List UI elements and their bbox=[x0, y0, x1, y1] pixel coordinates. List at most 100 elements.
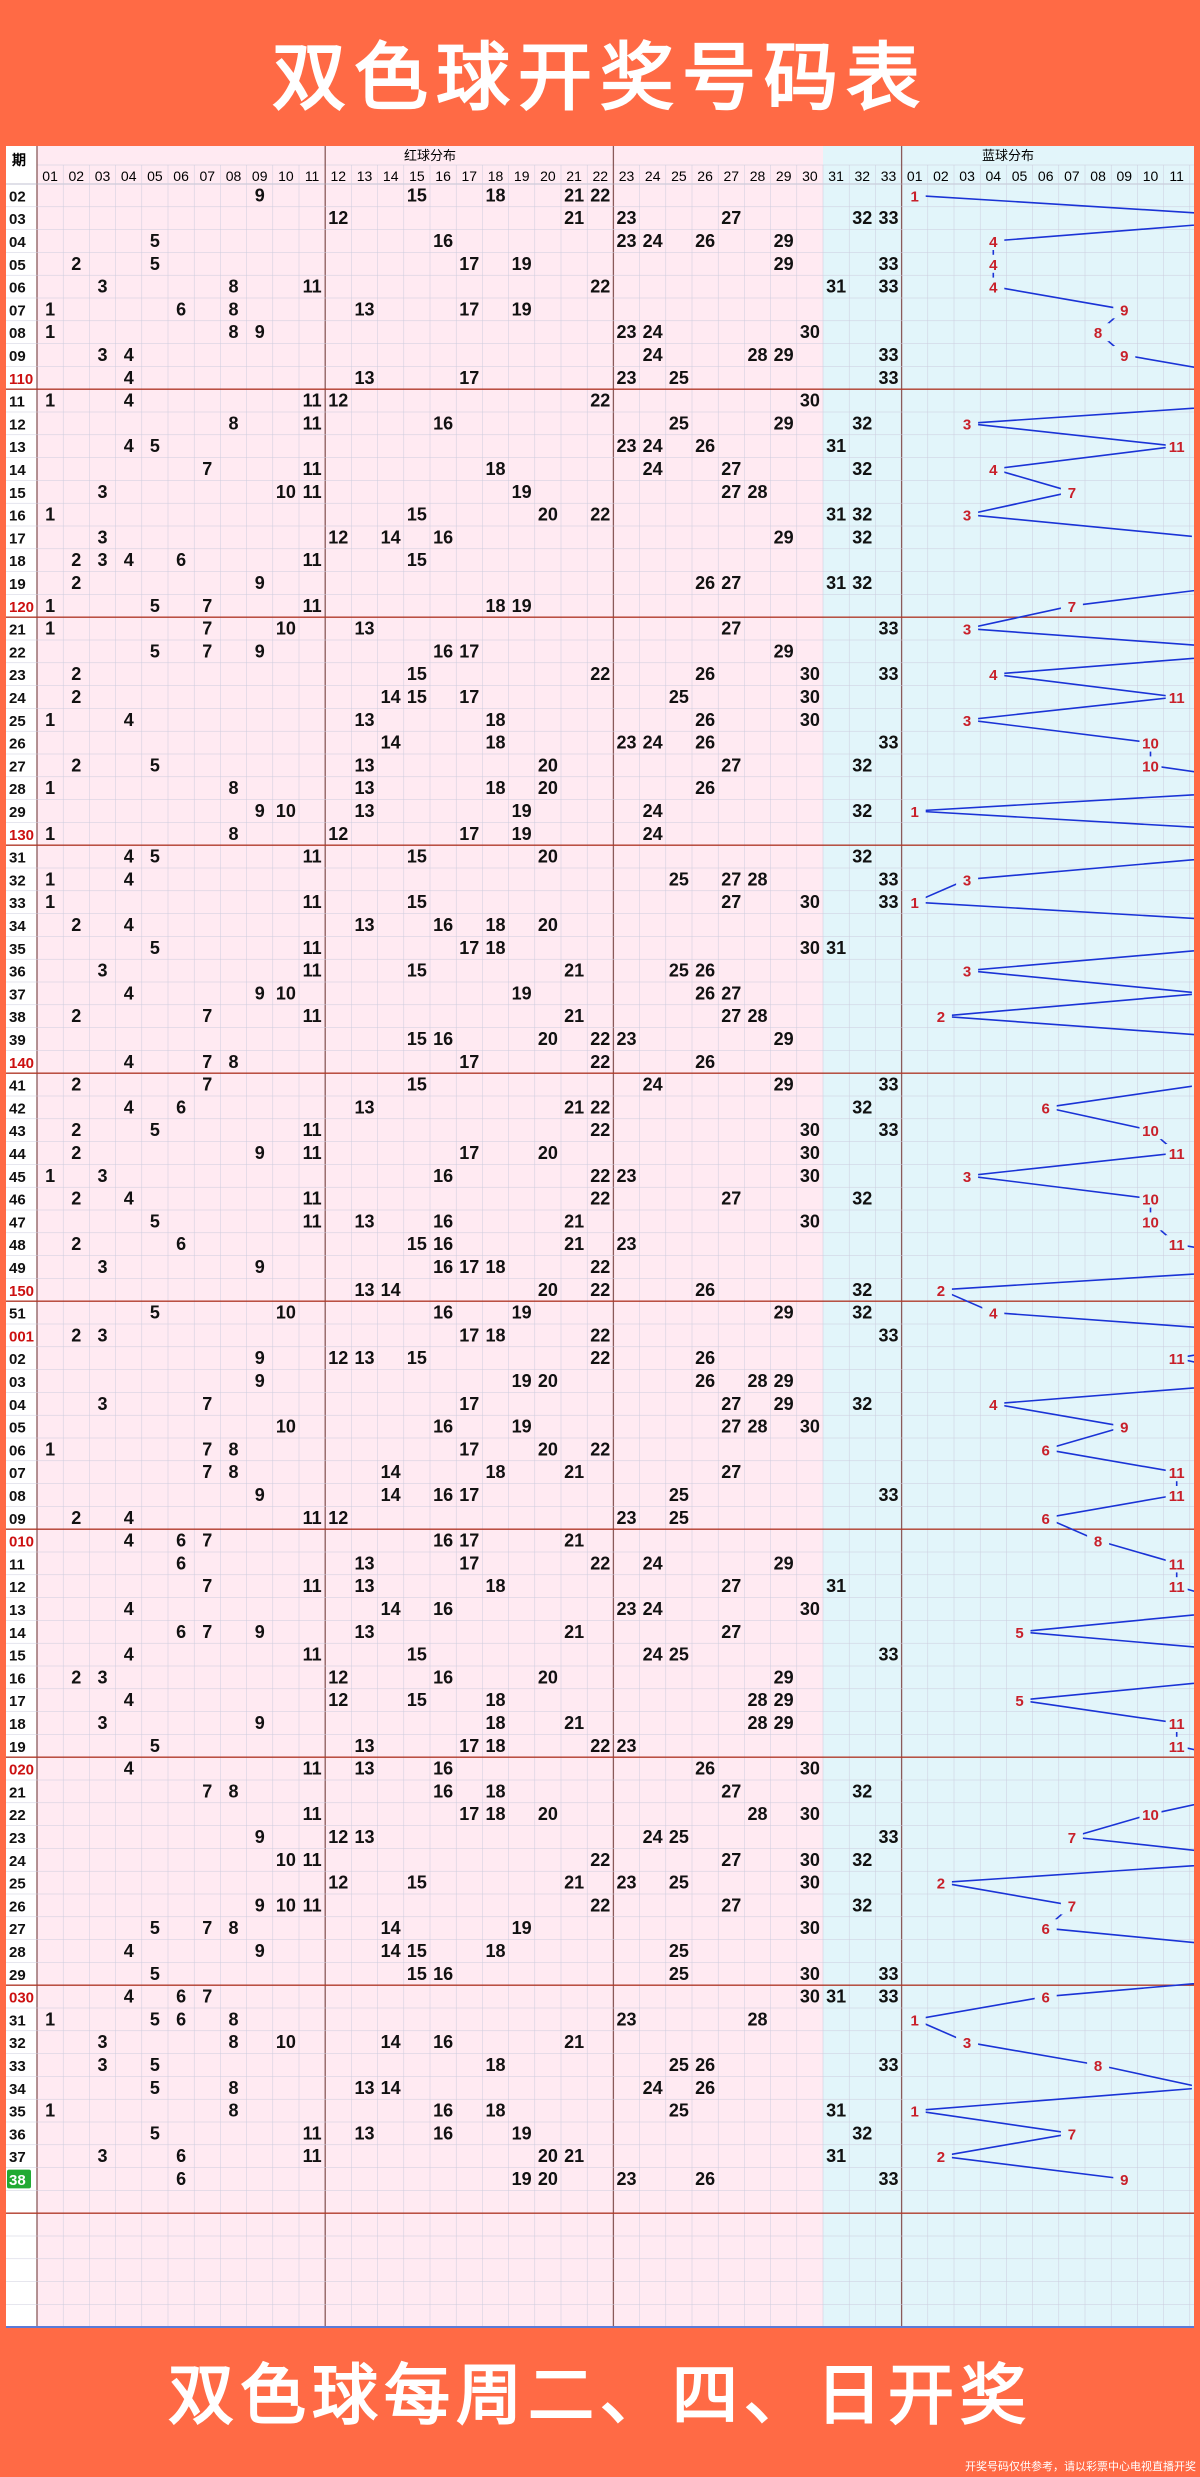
red-ball: 5 bbox=[150, 2009, 160, 2029]
blue-ball: 6 bbox=[1042, 1100, 1050, 1117]
blue-number-header: 10 bbox=[1143, 168, 1159, 184]
red-ball: 14 bbox=[381, 733, 401, 753]
red-ball: 30 bbox=[800, 1143, 820, 1163]
red-ball: 18 bbox=[485, 1257, 505, 1277]
period-label: 31 bbox=[9, 850, 26, 867]
red-ball: 29 bbox=[774, 1667, 794, 1687]
red-ball: 11 bbox=[303, 2146, 322, 2166]
red-ball: 20 bbox=[538, 755, 558, 775]
red-ball: 3 bbox=[97, 2055, 107, 2075]
blue-ball: 7 bbox=[1068, 2126, 1076, 2143]
blue-ball-trend: 1154449891416311473121414731541131010161… bbox=[903, 186, 1194, 2189]
blue-ball-bg bbox=[982, 665, 1005, 684]
blue-ball-bg bbox=[1087, 1531, 1110, 1550]
red-ball: 11 bbox=[303, 1143, 322, 1163]
red-ball: 2 bbox=[71, 254, 81, 274]
red-ball: 27 bbox=[721, 1895, 741, 1915]
red-ball: 32 bbox=[852, 573, 872, 593]
red-ball: 14 bbox=[381, 1941, 401, 1961]
red-ball: 21 bbox=[564, 961, 584, 981]
period-label: 11 bbox=[9, 1556, 25, 1573]
red-ball: 1 bbox=[45, 619, 55, 639]
red-number-header: 10 bbox=[278, 168, 294, 184]
red-ball: 30 bbox=[800, 1987, 820, 2007]
blue-number-header: 11 bbox=[1169, 168, 1184, 184]
red-ball: 11 bbox=[303, 1850, 322, 1870]
period-label: 06 bbox=[9, 1442, 26, 1459]
blue-ball-bg bbox=[1139, 1805, 1162, 1824]
blue-ball: 11 bbox=[1169, 439, 1185, 456]
period-label: 150 bbox=[9, 1283, 34, 1300]
red-ball: 26 bbox=[695, 436, 715, 456]
red-ball: 26 bbox=[695, 2169, 715, 2189]
red-ball: 14 bbox=[381, 1918, 401, 1938]
red-ball: 13 bbox=[354, 619, 374, 639]
red-ball: 13 bbox=[354, 1622, 374, 1642]
red-ball: 23 bbox=[616, 1166, 636, 1186]
period-label: 030 bbox=[9, 1990, 34, 2007]
red-ball: 14 bbox=[381, 1485, 401, 1505]
red-ball: 5 bbox=[150, 847, 160, 867]
red-ball: 16 bbox=[433, 1257, 453, 1277]
blue-number-header: 08 bbox=[1090, 168, 1106, 184]
red-ball: 8 bbox=[228, 299, 238, 319]
red-ball: 23 bbox=[616, 1599, 636, 1619]
red-ball: 32 bbox=[852, 1303, 872, 1323]
blue-ball: 6 bbox=[1042, 1990, 1050, 2007]
blue-ball-bg bbox=[956, 961, 979, 980]
red-ball: 30 bbox=[800, 1918, 820, 1938]
red-ball: 4 bbox=[124, 1599, 134, 1619]
blue-ball-bg bbox=[1113, 300, 1136, 319]
red-ball: 15 bbox=[407, 1645, 427, 1665]
red-ball: 8 bbox=[228, 778, 238, 798]
period-label: 140 bbox=[9, 1055, 34, 1072]
red-ball: 30 bbox=[800, 1599, 820, 1619]
red-ball: 11 bbox=[303, 1645, 322, 1665]
blue-ball: 2 bbox=[937, 1283, 945, 1300]
period-label: 19 bbox=[9, 576, 26, 593]
period-label: 05 bbox=[9, 257, 26, 274]
period-label: 32 bbox=[9, 2035, 26, 2052]
period-label: 22 bbox=[9, 644, 26, 661]
column-headers: 期 红球分布 蓝球分布 01 02 03 04 05 06 07 08 09 10 11 12 13 14… bbox=[12, 148, 1184, 184]
red-ball: 10 bbox=[276, 619, 296, 639]
red-ball: 16 bbox=[433, 1964, 453, 1984]
period-label: 33 bbox=[9, 895, 26, 912]
red-ball: 12 bbox=[328, 1508, 348, 1528]
red-ball: 13 bbox=[354, 1280, 374, 1300]
red-ball: 32 bbox=[852, 1895, 872, 1915]
red-ball: 4 bbox=[124, 391, 134, 411]
blue-ball-bg bbox=[929, 1007, 952, 1026]
red-ball: 22 bbox=[590, 1325, 610, 1345]
period-label: 48 bbox=[9, 1237, 26, 1254]
period-label: 39 bbox=[9, 1032, 26, 1049]
red-ball: 5 bbox=[150, 436, 160, 456]
period-label: 24 bbox=[9, 690, 26, 707]
blue-ball: 4 bbox=[989, 667, 998, 684]
red-ball: 27 bbox=[721, 1006, 741, 1026]
red-ball: 14 bbox=[381, 687, 401, 707]
red-ball: 20 bbox=[538, 1143, 558, 1163]
blue-ball-bg bbox=[1139, 1121, 1162, 1140]
blue-ball: 10 bbox=[1142, 736, 1159, 753]
blue-ball: 11 bbox=[1169, 1556, 1185, 1573]
blue-ball-bg bbox=[1191, 528, 1194, 547]
red-ball: 4 bbox=[124, 1759, 134, 1779]
red-ball: 15 bbox=[407, 1234, 427, 1254]
red-ball: 9 bbox=[255, 1895, 265, 1915]
period-label: 21 bbox=[9, 622, 26, 639]
red-ball: 16 bbox=[433, 413, 453, 433]
blue-ball: 5 bbox=[1015, 1693, 1023, 1710]
red-ball: 4 bbox=[124, 915, 134, 935]
red-ball: 7 bbox=[202, 1918, 212, 1938]
period-label: 45 bbox=[9, 1169, 26, 1186]
red-ball: 12 bbox=[328, 527, 348, 547]
red-ball: 2 bbox=[71, 1143, 81, 1163]
red-ball: 3 bbox=[97, 1166, 107, 1186]
red-ball: 15 bbox=[407, 1075, 427, 1095]
red-ball: 3 bbox=[97, 1325, 107, 1345]
blue-ball: 10 bbox=[1142, 758, 1159, 775]
red-ball: 8 bbox=[228, 322, 238, 342]
red-ball: 30 bbox=[800, 1417, 820, 1437]
red-ball: 22 bbox=[590, 1736, 610, 1756]
